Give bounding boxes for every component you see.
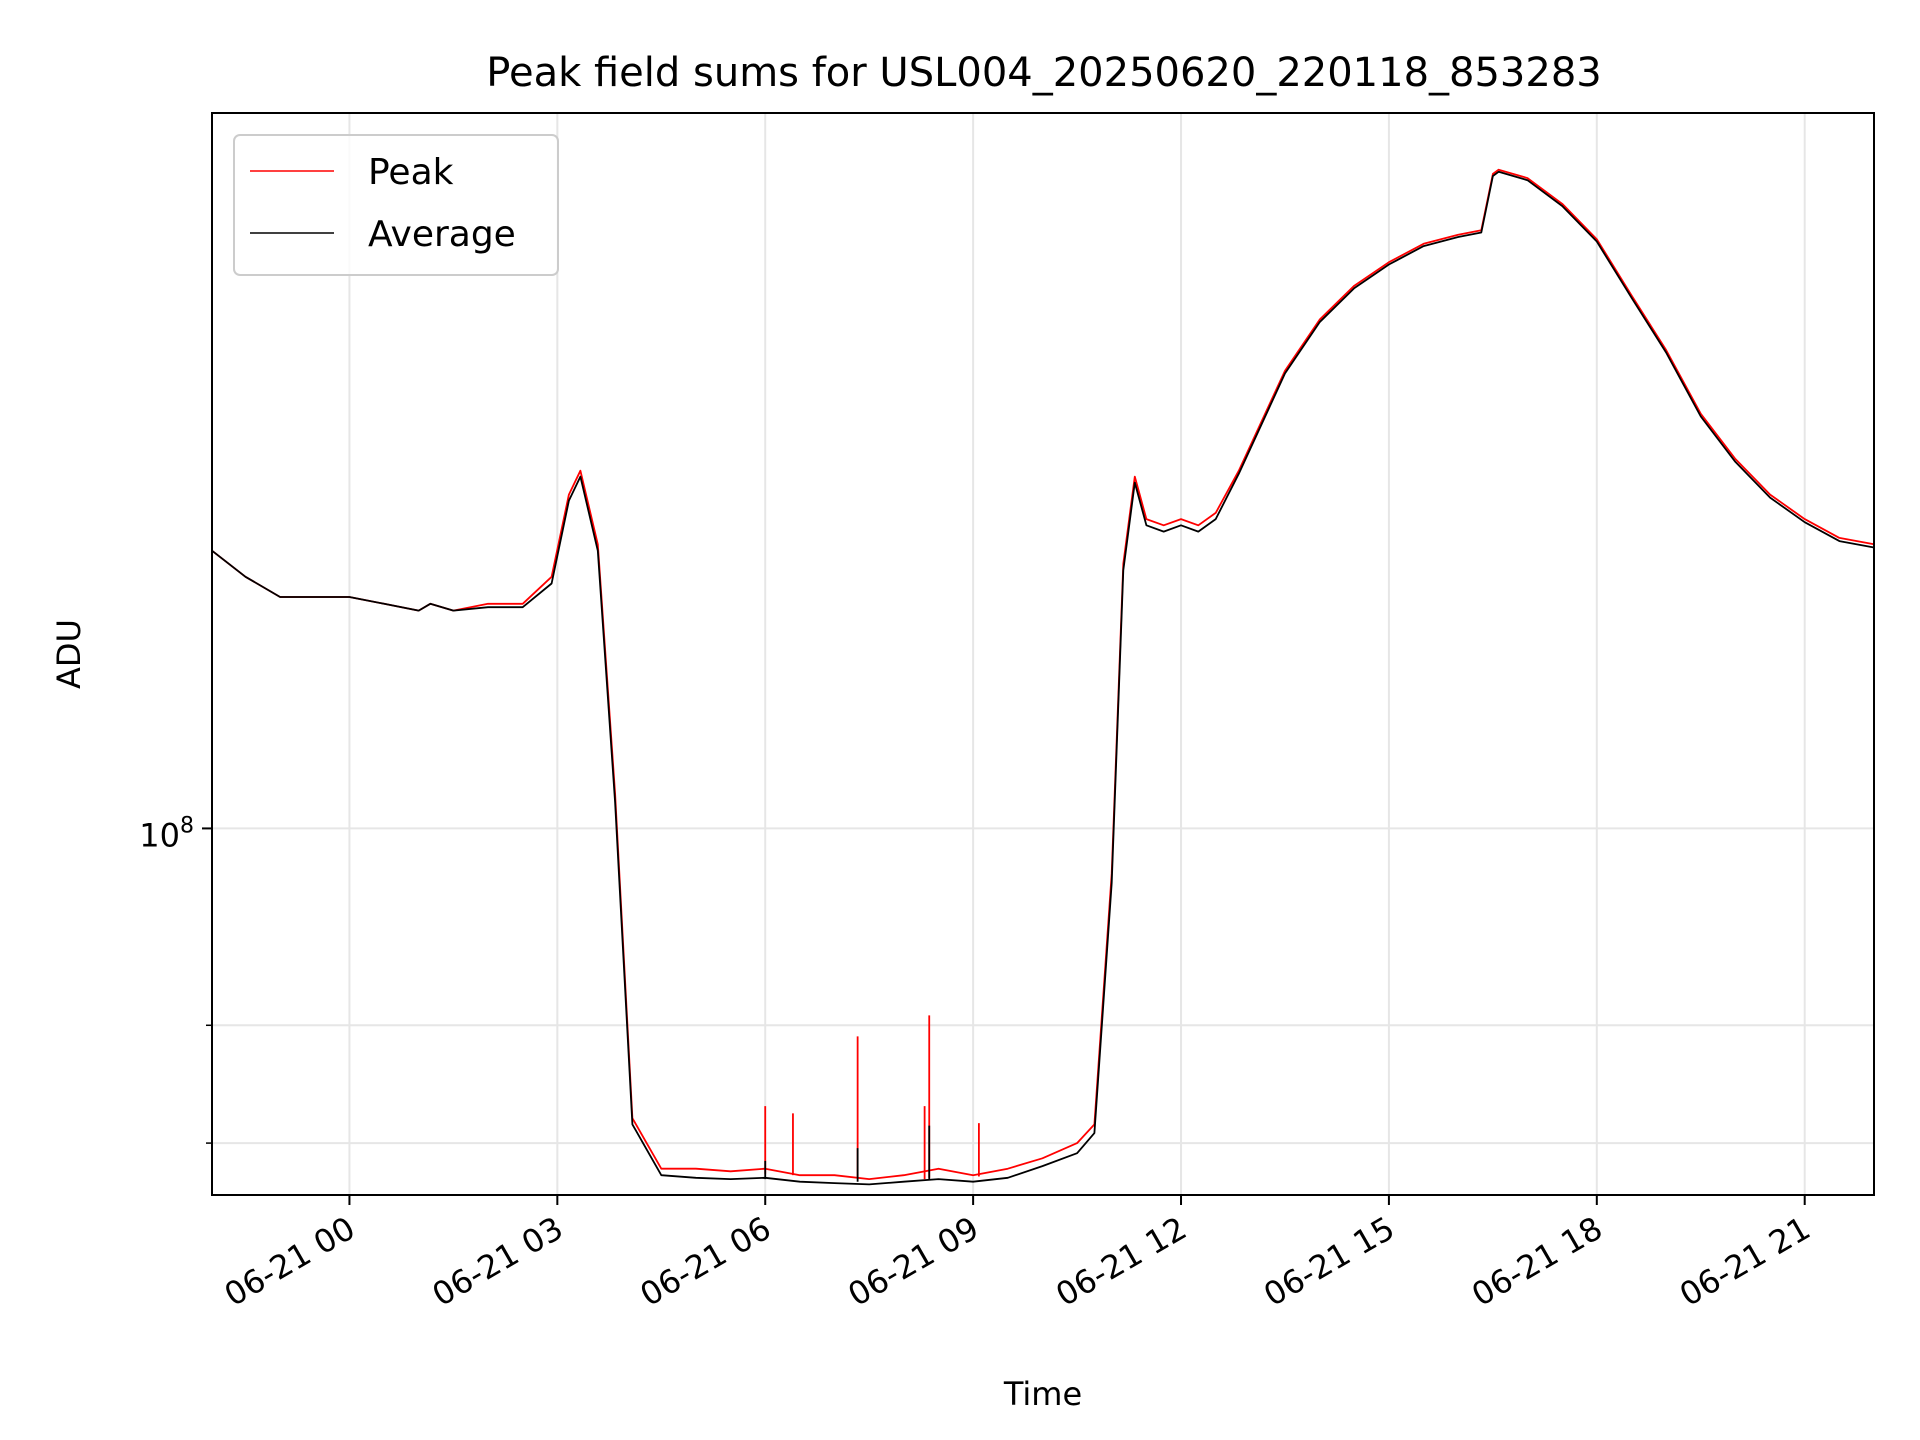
legend: Peak Average	[233, 134, 559, 276]
legend-label-average: Average	[368, 214, 516, 255]
legend-label-peak: Peak	[368, 152, 454, 193]
legend-box	[233, 134, 559, 276]
grid	[212, 113, 1874, 1195]
y-tick-label-exponent: 8	[180, 813, 194, 838]
y-tick-label: 108	[139, 813, 194, 854]
x-axis-label: Time	[1003, 1375, 1082, 1413]
plot-frame	[211, 112, 1875, 1196]
chart-title: Peak field sums for USL004_20250620_2201…	[486, 50, 1601, 96]
series-line-average	[211, 170, 1875, 1186]
y-axis: 108	[139, 813, 212, 1144]
y-axis-label: ADU	[50, 619, 88, 689]
y-tick-label-base: 10	[139, 816, 180, 854]
series-layer	[211, 113, 1875, 1186]
series-line-peak	[211, 168, 1875, 1180]
